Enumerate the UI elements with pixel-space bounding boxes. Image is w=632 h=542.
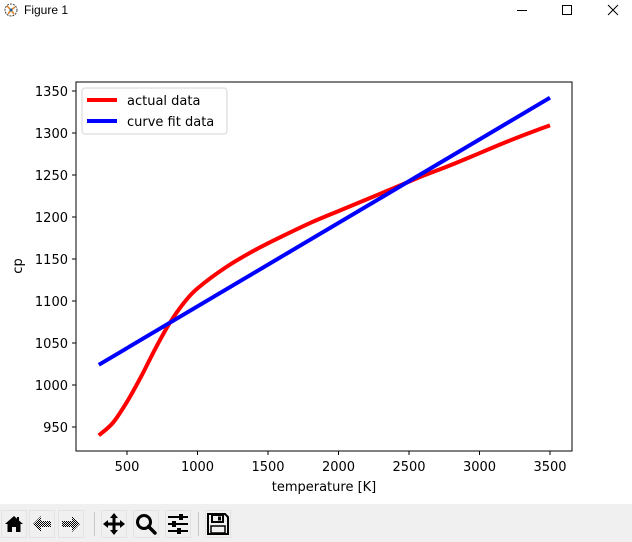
y-tick-label: 1350	[35, 85, 68, 100]
toolbar-separator	[94, 512, 95, 536]
actual-data-line	[97, 123, 551, 437]
zoom-button[interactable]	[133, 510, 159, 538]
x-tick-label: 2500	[392, 460, 425, 475]
sliders-icon	[168, 514, 188, 534]
save-button[interactable]	[205, 510, 231, 538]
forward-button[interactable]	[58, 510, 84, 538]
toolbar-separator	[198, 512, 199, 536]
y-tick-label: 1150	[35, 253, 68, 268]
x-axis-label: temperature [K]	[272, 480, 377, 495]
window-title: Figure 1	[24, 3, 69, 17]
y-tick-label: 1050	[35, 337, 68, 352]
axes-frame	[75, 81, 573, 452]
line-chart: 500 1000 1500 2000 2500 3000 3500 950 1000 1050 1…	[11, 81, 573, 495]
back-button[interactable]	[29, 510, 55, 538]
y-tick-label: 1200	[35, 211, 68, 226]
maximize-button[interactable]	[544, 0, 590, 20]
x-tick-label: 3500	[533, 460, 566, 475]
figure-canvas[interactable]: 500 1000 1500 2000 2500 3000 3500 950 1000 1050 1…	[0, 20, 632, 504]
magnifier-icon	[136, 514, 157, 535]
y-tick-label: 950	[43, 421, 68, 436]
legend-label-fit: curve fit data	[127, 115, 214, 130]
x-tick-label: 1000	[181, 460, 214, 475]
maximize-icon	[562, 5, 572, 15]
y-tick-label: 1300	[35, 127, 68, 142]
close-button[interactable]	[590, 0, 632, 20]
home-icon	[5, 516, 23, 532]
minimize-icon	[517, 10, 527, 11]
legend-box	[81, 87, 228, 135]
floppy-disk-icon	[207, 513, 229, 535]
configure-subplots-button[interactable]	[165, 510, 191, 538]
minimize-button[interactable]	[499, 0, 545, 20]
matplotlib-icon	[4, 2, 18, 17]
pan-button[interactable]	[101, 510, 127, 538]
legend: actual data curve fit data	[81, 87, 228, 135]
x-tick-label: 1500	[251, 460, 284, 475]
navigation-toolbar	[0, 504, 632, 542]
y-tick-label: 1250	[35, 169, 68, 184]
plot-lines	[97, 95, 552, 437]
window-titlebar: Figure 1	[0, 0, 632, 20]
close-icon	[607, 4, 619, 16]
x-tick-label: 500	[115, 460, 140, 475]
x-tick-label: 3000	[463, 460, 496, 475]
y-axis-ticks: 950 1000 1050 1100 1150 1200 1250 1300 1350	[35, 85, 76, 436]
curve-fit-line	[97, 95, 552, 367]
y-tick-label: 1000	[35, 379, 68, 394]
x-tick-label: 2000	[322, 460, 355, 475]
axes-background	[76, 82, 572, 451]
back-arrow-icon	[33, 516, 51, 532]
forward-arrow-icon	[62, 516, 80, 532]
y-tick-label: 1100	[35, 295, 68, 310]
legend-label-actual: actual data	[127, 94, 200, 109]
x-axis-ticks: 500 1000 1500 2000 2500 3000 3500	[115, 451, 567, 475]
move-icon	[103, 513, 125, 535]
home-button[interactable]	[1, 510, 27, 538]
y-axis-label: cp	[11, 258, 26, 273]
